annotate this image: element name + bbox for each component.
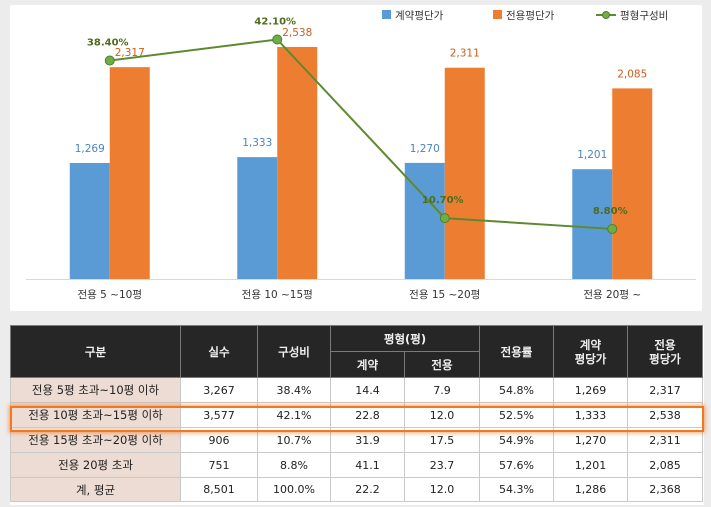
row-contract: 31.9 (330, 427, 405, 453)
x-tick-label: 전용 5 ~10평 (78, 289, 143, 301)
ratio-point (607, 223, 618, 234)
header-count: 실수 (180, 325, 258, 378)
row-contract-price: 1,269 (553, 377, 629, 403)
row-contract-price: 1,201 (553, 452, 629, 478)
table-row: 전용 15평 초과~20평 이하 906 10.7% 31.9 17.5 54.… (10, 427, 704, 453)
legend-label: 전용평단가 (506, 10, 555, 22)
bar (109, 67, 150, 279)
row-exclusive-rate: 52.5% (479, 402, 555, 428)
row-exclusive-rate: 54.9% (479, 427, 555, 453)
legend-label: 평형구성비 (620, 10, 668, 22)
row-contract-price: 1,286 (553, 477, 629, 502)
ratio-label: 10.70% (422, 195, 464, 206)
row-contract: 41.1 (330, 452, 405, 478)
legend-marker (602, 11, 610, 19)
ratio-point (272, 34, 283, 45)
table-row: 전용 10평 초과~15평 이하 3,577 42.1% 22.8 12.0 5… (10, 402, 704, 428)
row-category: 전용 10평 초과~15평 이하 (10, 402, 181, 428)
row-ratio: 42.1% (257, 402, 331, 428)
row-ratio: 38.4% (257, 377, 331, 403)
row-exclusive-rate: 54.3% (479, 477, 555, 502)
bar (69, 162, 110, 279)
row-count: 906 (180, 427, 258, 453)
header-exclusive-rate: 전용률 (479, 325, 555, 378)
row-contract-price: 1,333 (553, 402, 629, 428)
ratio-line (109, 38, 613, 230)
ratio-label: 42.10% (254, 16, 296, 27)
x-tick-label: 전용 20평 ~ (583, 289, 641, 301)
data-label: 2,085 (617, 68, 647, 80)
row-exclusive-price: 2,311 (627, 427, 704, 453)
ratio-point (104, 55, 115, 66)
header-category: 구분 (10, 325, 181, 378)
row-ratio: 10.7% (257, 427, 331, 453)
summary-table-panel: 구분 실수 구성비 평형(평) 전용률 계약 평당가 전용 평당가 계약 전용 (10, 325, 704, 505)
row-exclusive: 23.7 (403, 452, 481, 478)
bar (444, 67, 485, 279)
table-row: 전용 20평 초과 751 8.8% 41.1 23.7 57.6% 1,201… (10, 452, 704, 478)
row-count: 3,267 (180, 377, 258, 403)
table-row: 계, 평균 8,501 100.0% 22.2 12.0 54.3% 1,286… (10, 477, 704, 502)
bar (572, 169, 613, 279)
combo-chart: 1,269 2,317 1,333 2,538 1,270 2,311 1,201 2,085… (26, 10, 696, 301)
row-ratio: 8.8% (257, 452, 331, 478)
row-count: 8,501 (180, 477, 258, 502)
row-count: 751 (180, 452, 258, 478)
summary-table: 구분 실수 구성비 평형(평) 전용률 계약 평당가 전용 평당가 계약 전용 (10, 325, 704, 502)
table-row: 전용 5평 초과~10평 이하 3,267 38.4% 14.4 7.9 54.… (10, 377, 704, 403)
row-exclusive-price: 2,317 (627, 377, 704, 403)
row-exclusive-rate: 57.6% (479, 452, 555, 478)
row-exclusive-price: 2,085 (627, 452, 704, 478)
data-label: 2,317 (115, 47, 145, 59)
row-exclusive: 17.5 (403, 427, 481, 453)
header-size-group: 평형(평) (329, 325, 481, 352)
row-category: 전용 15평 초과~20평 이하 (10, 427, 181, 453)
row-exclusive: 7.9 (403, 377, 481, 403)
row-contract: 22.2 (330, 477, 405, 502)
chart-panel: 1,269 2,317 1,333 2,538 1,270 2,311 1,201 2,085… (10, 5, 702, 311)
header-contract: 계약 (330, 351, 405, 378)
row-count: 3,577 (180, 402, 258, 428)
row-contract-price: 1,270 (553, 427, 629, 453)
ratio-point (439, 213, 450, 224)
header-contract-price-line2: 평당가 (574, 351, 607, 366)
row-exclusive: 12.0 (403, 477, 481, 502)
x-tick-label: 전용 10 ~15평 (242, 289, 313, 301)
header-contract-price: 계약 평당가 (553, 325, 629, 378)
row-contract: 14.4 (330, 377, 405, 403)
legend-label: 계약평단가 (395, 10, 444, 22)
header-exclusive-price: 전용 평당가 (627, 325, 704, 378)
row-category: 전용 20평 초과 (10, 452, 181, 478)
row-category: 계, 평균 (10, 477, 181, 502)
data-label: 2,538 (282, 27, 312, 39)
row-exclusive-rate: 54.8% (479, 377, 555, 403)
legend-swatch (382, 10, 391, 19)
row-contract: 22.8 (330, 402, 405, 428)
legend-swatch (493, 10, 502, 19)
data-label: 1,333 (242, 137, 272, 149)
row-ratio: 100.0% (257, 477, 331, 502)
data-label: 1,270 (410, 143, 440, 155)
data-label: 2,311 (450, 48, 480, 60)
header-exclusive-price-line2: 평당가 (649, 351, 681, 366)
header-exclusive-price-line1: 전용 (654, 337, 676, 352)
bar (612, 88, 653, 279)
row-exclusive-price: 2,538 (627, 402, 704, 428)
header-exclusive: 전용 (403, 351, 481, 378)
ratio-label: 8.80% (593, 206, 628, 217)
bar (277, 46, 318, 279)
header-contract-price-line1: 계약 (579, 337, 602, 352)
ratio-label: 38.40% (87, 38, 129, 49)
row-category: 전용 5평 초과~10평 이하 (10, 377, 181, 403)
header-ratio: 구성비 (257, 325, 331, 378)
bar (404, 162, 445, 279)
x-tick-label: 전용 15 ~20평 (409, 289, 480, 301)
row-exclusive: 12.0 (403, 402, 481, 428)
row-exclusive-price: 2,368 (627, 477, 704, 502)
data-label: 1,269 (75, 143, 105, 155)
bar (237, 157, 278, 279)
data-label: 1,201 (577, 149, 607, 161)
